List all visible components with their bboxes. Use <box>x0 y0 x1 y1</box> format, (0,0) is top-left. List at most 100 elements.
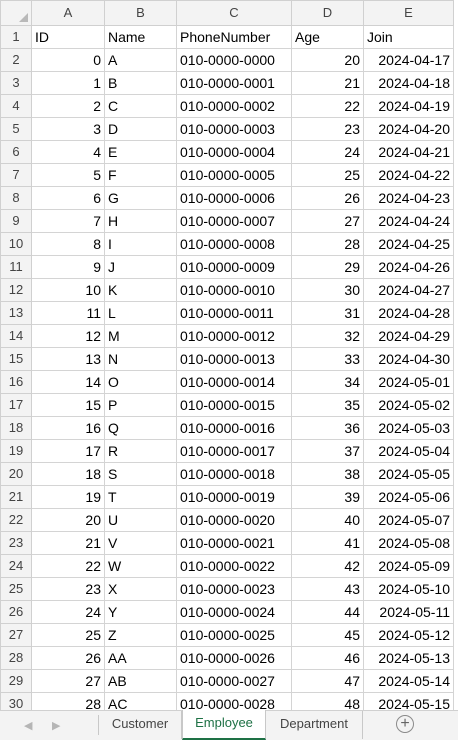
cell-phone[interactable]: 010-0000-0011 <box>176 301 292 325</box>
cell-id[interactable]: 24 <box>31 600 105 624</box>
row-header[interactable]: 25 <box>0 577 32 601</box>
cell-age[interactable]: 21 <box>291 71 364 95</box>
cell-join[interactable]: 2024-05-08 <box>363 531 454 555</box>
cell-age[interactable]: 25 <box>291 163 364 187</box>
cell-phone[interactable]: 010-0000-0005 <box>176 163 292 187</box>
cell-age[interactable]: 43 <box>291 577 364 601</box>
cell-phone[interactable]: 010-0000-0007 <box>176 209 292 233</box>
cell-age[interactable]: 23 <box>291 117 364 141</box>
cell-id[interactable]: 19 <box>31 485 105 509</box>
cell-join[interactable]: 2024-05-11 <box>363 600 454 624</box>
cell-name[interactable]: H <box>104 209 177 233</box>
tab-customer[interactable]: Customer <box>99 711 182 739</box>
plus-circle-icon[interactable]: + <box>396 715 414 733</box>
cell-name[interactable]: R <box>104 439 177 463</box>
row-header[interactable]: 2 <box>0 48 32 72</box>
row-header[interactable]: 5 <box>0 117 32 141</box>
cell-age[interactable]: 28 <box>291 232 364 256</box>
cell-phone[interactable]: 010-0000-0014 <box>176 370 292 394</box>
cell-id[interactable]: 8 <box>31 232 105 256</box>
cell-header-phone[interactable]: PhoneNumber <box>176 25 292 49</box>
cell-id[interactable]: 13 <box>31 347 105 371</box>
cell-age[interactable]: 34 <box>291 370 364 394</box>
cell-name[interactable]: V <box>104 531 177 555</box>
cell-join[interactable]: 2024-05-02 <box>363 393 454 417</box>
cell-id[interactable]: 23 <box>31 577 105 601</box>
cell-header-id[interactable]: ID <box>31 25 105 49</box>
cell-age[interactable]: 26 <box>291 186 364 210</box>
cell-age[interactable]: 38 <box>291 462 364 486</box>
cell-phone[interactable]: 010-0000-0016 <box>176 416 292 440</box>
triangle-right-icon[interactable]: ▶ <box>52 720 61 732</box>
cell-id[interactable]: 3 <box>31 117 105 141</box>
cell-age[interactable]: 44 <box>291 600 364 624</box>
cell-age[interactable]: 20 <box>291 48 364 72</box>
cell-phone[interactable]: 010-0000-0013 <box>176 347 292 371</box>
row-header[interactable]: 18 <box>0 416 32 440</box>
cell-age[interactable]: 35 <box>291 393 364 417</box>
cell-join[interactable]: 2024-04-24 <box>363 209 454 233</box>
cell-name[interactable]: C <box>104 94 177 118</box>
row-header[interactable]: 10 <box>0 232 32 256</box>
cell-id[interactable]: 25 <box>31 623 105 647</box>
cell-age[interactable]: 40 <box>291 508 364 532</box>
row-header[interactable]: 4 <box>0 94 32 118</box>
column-header-b[interactable]: B <box>104 0 177 26</box>
cell-join[interactable]: 2024-05-01 <box>363 370 454 394</box>
row-header[interactable]: 13 <box>0 301 32 325</box>
cell-name[interactable]: O <box>104 370 177 394</box>
cell-name[interactable]: M <box>104 324 177 348</box>
triangle-left-icon[interactable]: ◀ <box>24 720 33 732</box>
row-header[interactable]: 23 <box>0 531 32 555</box>
cell-header-name[interactable]: Name <box>104 25 177 49</box>
cell-phone[interactable]: 010-0000-0006 <box>176 186 292 210</box>
cell-id[interactable]: 10 <box>31 278 105 302</box>
cell-id[interactable]: 9 <box>31 255 105 279</box>
cell-name[interactable]: S <box>104 462 177 486</box>
cell-name[interactable]: K <box>104 278 177 302</box>
cell-header-join[interactable]: Join <box>363 25 454 49</box>
cell-join[interactable]: 2024-04-28 <box>363 301 454 325</box>
cell-id[interactable]: 14 <box>31 370 105 394</box>
cell-id[interactable]: 20 <box>31 508 105 532</box>
cell-name[interactable]: Y <box>104 600 177 624</box>
cell-join[interactable]: 2024-05-03 <box>363 416 454 440</box>
cell-age[interactable]: 27 <box>291 209 364 233</box>
cell-id[interactable]: 17 <box>31 439 105 463</box>
row-header[interactable]: 8 <box>0 186 32 210</box>
cell-join[interactable]: 2024-04-22 <box>363 163 454 187</box>
cell-phone[interactable]: 010-0000-0027 <box>176 669 292 693</box>
row-header[interactable]: 19 <box>0 439 32 463</box>
cell-join[interactable]: 2024-04-19 <box>363 94 454 118</box>
cell-phone[interactable]: 010-0000-0001 <box>176 71 292 95</box>
cell-phone[interactable]: 010-0000-0002 <box>176 94 292 118</box>
cell-join[interactable]: 2024-05-07 <box>363 508 454 532</box>
cell-phone[interactable]: 010-0000-0015 <box>176 393 292 417</box>
cell-age[interactable]: 31 <box>291 301 364 325</box>
row-header[interactable]: 29 <box>0 669 32 693</box>
cell-age[interactable]: 22 <box>291 94 364 118</box>
cell-phone[interactable]: 010-0000-0010 <box>176 278 292 302</box>
cell-age[interactable]: 24 <box>291 140 364 164</box>
cell-name[interactable]: P <box>104 393 177 417</box>
cell-join[interactable]: 2024-05-10 <box>363 577 454 601</box>
cell-join[interactable]: 2024-04-30 <box>363 347 454 371</box>
cell-phone[interactable]: 010-0000-0024 <box>176 600 292 624</box>
cell-id[interactable]: 21 <box>31 531 105 555</box>
cell-phone[interactable]: 010-0000-0018 <box>176 462 292 486</box>
cell-name[interactable]: G <box>104 186 177 210</box>
row-header[interactable]: 12 <box>0 278 32 302</box>
cell-name[interactable]: X <box>104 577 177 601</box>
cell-id[interactable]: 28 <box>31 692 105 710</box>
row-header[interactable]: 27 <box>0 623 32 647</box>
cell-age[interactable]: 42 <box>291 554 364 578</box>
cell-phone[interactable]: 010-0000-0020 <box>176 508 292 532</box>
cell-name[interactable]: L <box>104 301 177 325</box>
cell-join[interactable]: 2024-04-20 <box>363 117 454 141</box>
row-header[interactable]: 6 <box>0 140 32 164</box>
cell-id[interactable]: 4 <box>31 140 105 164</box>
cell-name[interactable]: A <box>104 48 177 72</box>
cell-join[interactable]: 2024-05-15 <box>363 692 454 710</box>
cell-name[interactable]: T <box>104 485 177 509</box>
cell-join[interactable]: 2024-04-27 <box>363 278 454 302</box>
